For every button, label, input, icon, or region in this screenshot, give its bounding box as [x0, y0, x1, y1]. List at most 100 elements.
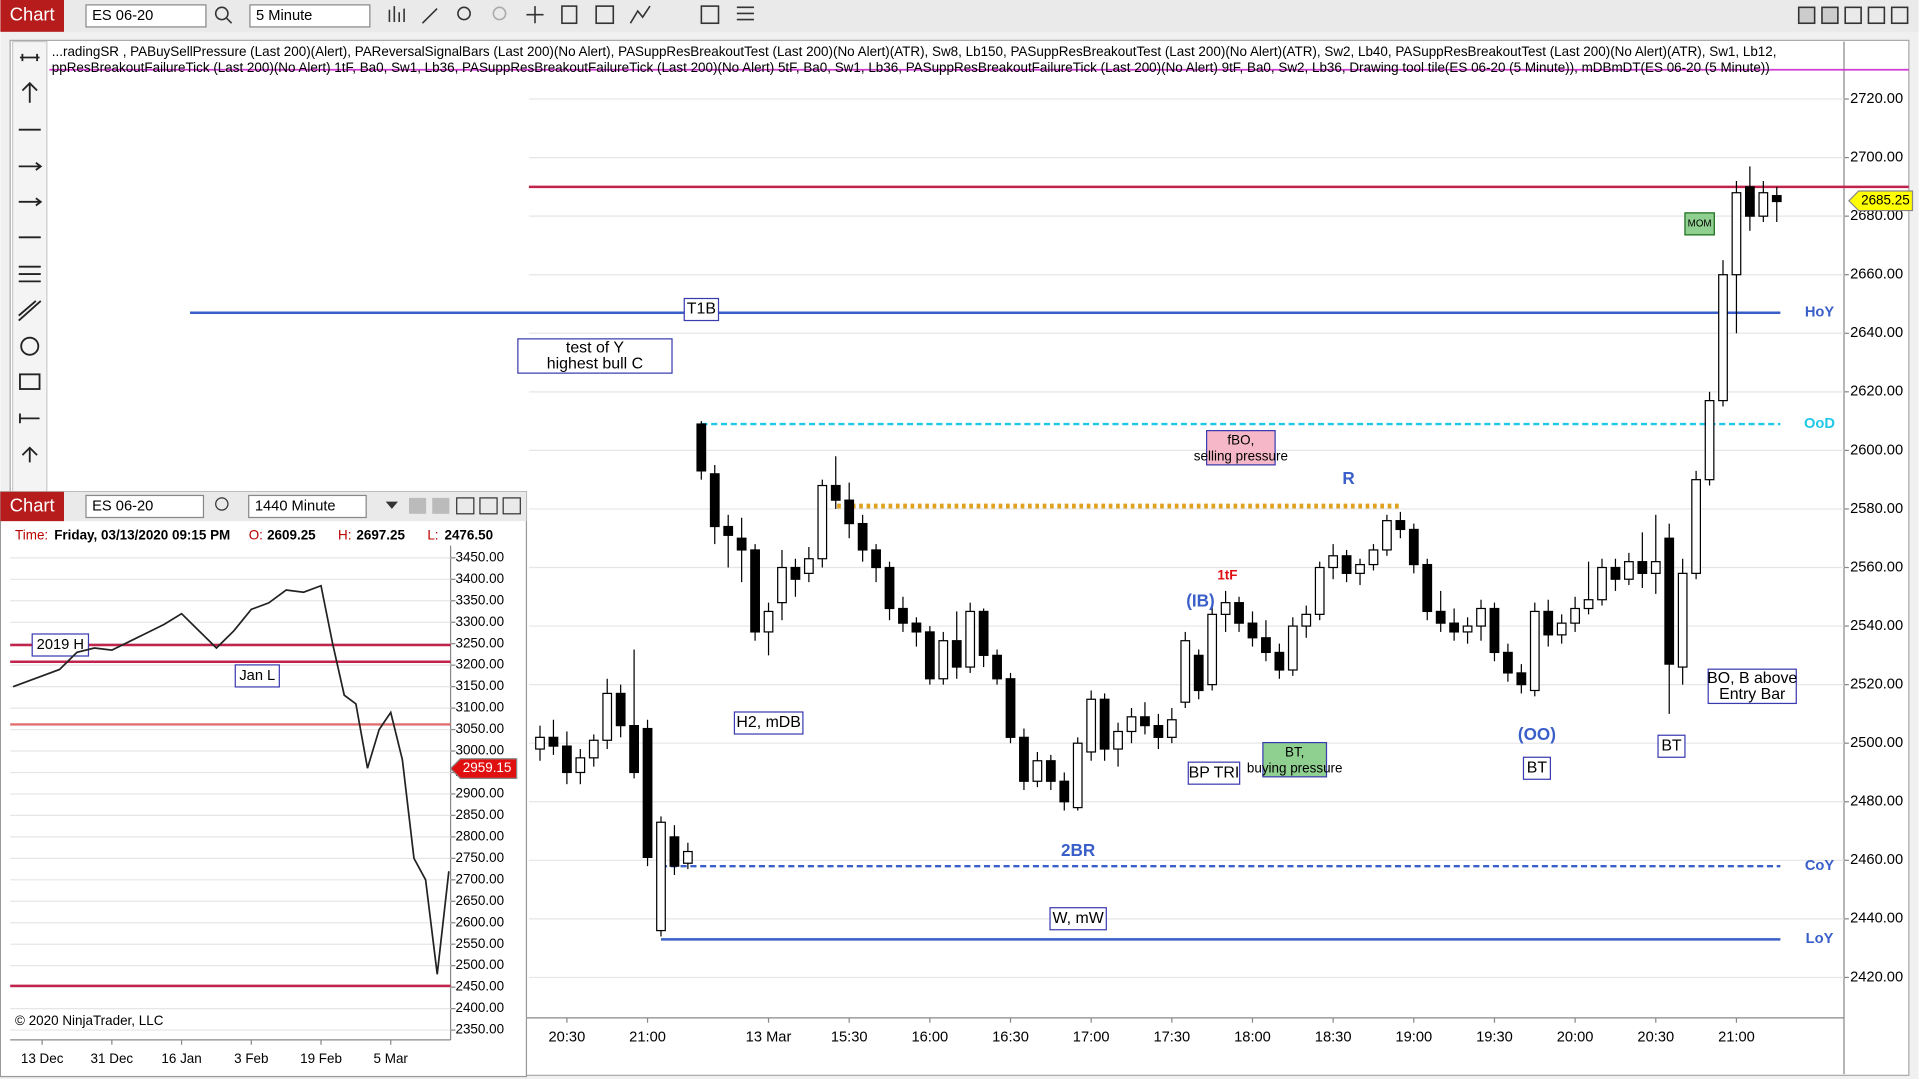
candle-body	[1489, 607, 1500, 654]
close[interactable]	[502, 497, 521, 515]
interval-select[interactable]	[248, 494, 367, 519]
interval-text: 1440 Minute	[255, 498, 336, 514]
draw-icon[interactable]	[421, 8, 438, 24]
y-tick-label: 2850.00	[455, 807, 504, 822]
candle-body	[951, 640, 962, 668]
strategy-icon[interactable]	[595, 5, 615, 25]
indicator-line: ppResBreakoutFailureTick (Last 200)(No A…	[52, 60, 1770, 75]
candle-body	[535, 736, 545, 750]
instrument-text: ES 06-20	[92, 8, 153, 24]
x-tick-label: 16 Jan	[161, 1051, 201, 1066]
ray-tool[interactable]	[18, 161, 43, 171]
indicator-icon[interactable]	[629, 5, 651, 24]
crosshair[interactable]	[526, 6, 544, 24]
restore[interactable]	[1867, 6, 1886, 25]
channel-tool[interactable]	[18, 300, 42, 322]
search-icon[interactable]	[214, 6, 229, 21]
annotation: BP TRI	[1189, 764, 1240, 781]
candle-body	[1072, 742, 1083, 809]
annotation-box	[517, 338, 673, 374]
label: L:	[427, 527, 438, 542]
x-tick-label: 19:00	[1395, 1029, 1432, 1045]
candle-body	[709, 473, 720, 528]
price-tag	[449, 758, 518, 779]
candle-body	[1355, 563, 1365, 574]
candle-body	[696, 423, 707, 472]
candle-body	[1597, 566, 1607, 601]
candle-body	[1234, 602, 1244, 624]
y-tick-label: 3400.00	[455, 571, 504, 586]
ruler-tool[interactable]	[19, 53, 40, 62]
chart-tab[interactable]	[0, 0, 65, 32]
search-icon[interactable]	[215, 497, 229, 511]
annotation: (IB)	[1186, 591, 1215, 610]
x-tick-label: 31 Dec	[91, 1051, 134, 1066]
instrument-select[interactable]	[85, 494, 205, 519]
instrument-select[interactable]	[85, 4, 207, 28]
x-tick-label: 19 Feb	[300, 1051, 342, 1066]
candle-body	[1140, 716, 1150, 727]
annotation-box	[1206, 430, 1276, 466]
candle-body	[1180, 640, 1191, 703]
chart-tab-label: Chart	[10, 494, 55, 515]
list-icon[interactable]	[736, 6, 754, 21]
win-btn[interactable]	[1797, 6, 1816, 25]
region-tool[interactable]	[19, 413, 40, 424]
price-line	[12, 584, 450, 975]
value: 2476.50	[444, 527, 493, 542]
close[interactable]	[1890, 6, 1909, 25]
x-tick-label: 13 Mar	[746, 1029, 792, 1045]
interval-select[interactable]	[249, 4, 371, 28]
win-btn[interactable]	[1821, 6, 1839, 25]
candle-body	[830, 484, 841, 501]
candle-body	[938, 640, 949, 680]
candle-body	[682, 850, 693, 864]
updown-tool[interactable]	[21, 81, 38, 103]
inset-chart: Chart ES 06-20 1440 Minute Time: Friday,…	[0, 491, 528, 1078]
y-tick-label: 3450.00	[455, 549, 504, 564]
x-tick-label: 20:30	[1637, 1029, 1674, 1045]
ellipse-tool[interactable]	[20, 336, 40, 356]
y-tick-label: 2440.00	[1850, 911, 1903, 927]
zoom-in[interactable]	[457, 6, 471, 21]
candle-body	[924, 631, 935, 680]
candle-body	[1274, 651, 1285, 671]
arrow-tool[interactable]	[21, 446, 38, 463]
candle-body	[1207, 613, 1218, 686]
ext-tool[interactable]	[18, 197, 43, 207]
candle-body	[629, 725, 639, 774]
candle-body	[1771, 195, 1782, 203]
candle-body	[763, 610, 774, 633]
rect-tool[interactable]	[19, 373, 41, 390]
candle-body	[803, 558, 814, 574]
fib-tool[interactable]	[18, 265, 41, 283]
level-label: CoY	[1805, 858, 1835, 874]
price-tag-label: 2959.15	[463, 760, 512, 775]
bars-icon[interactable]	[388, 6, 405, 23]
dropdown[interactable]	[385, 501, 398, 509]
zoom-out[interactable]	[492, 6, 507, 21]
level-label: LoY	[1806, 931, 1834, 947]
props-icon[interactable]	[561, 5, 578, 25]
x-tick-label: 17:00	[1073, 1029, 1110, 1045]
y-tick-label: 2580.00	[1850, 501, 1903, 517]
win-btn[interactable]	[408, 497, 427, 514]
candle-body	[602, 692, 613, 741]
minimize[interactable]	[456, 497, 475, 515]
chart-tab[interactable]	[0, 491, 65, 522]
restore[interactable]	[479, 497, 498, 515]
win-btn[interactable]	[432, 497, 450, 514]
candle-body	[1086, 698, 1097, 753]
minimize[interactable]	[1844, 6, 1862, 25]
level-label: OoD	[1804, 416, 1835, 432]
drawing-tools	[12, 40, 48, 495]
inset-window	[0, 491, 528, 1078]
annotation: 2019 H	[37, 637, 84, 653]
candle-body	[588, 739, 599, 759]
y-tick-label: 2700.00	[1850, 149, 1903, 165]
candle-body	[1166, 719, 1177, 738]
value: Friday, 03/13/2020 09:15 PM	[54, 527, 230, 542]
candle-body	[898, 607, 908, 624]
template-icon[interactable]	[700, 5, 720, 25]
